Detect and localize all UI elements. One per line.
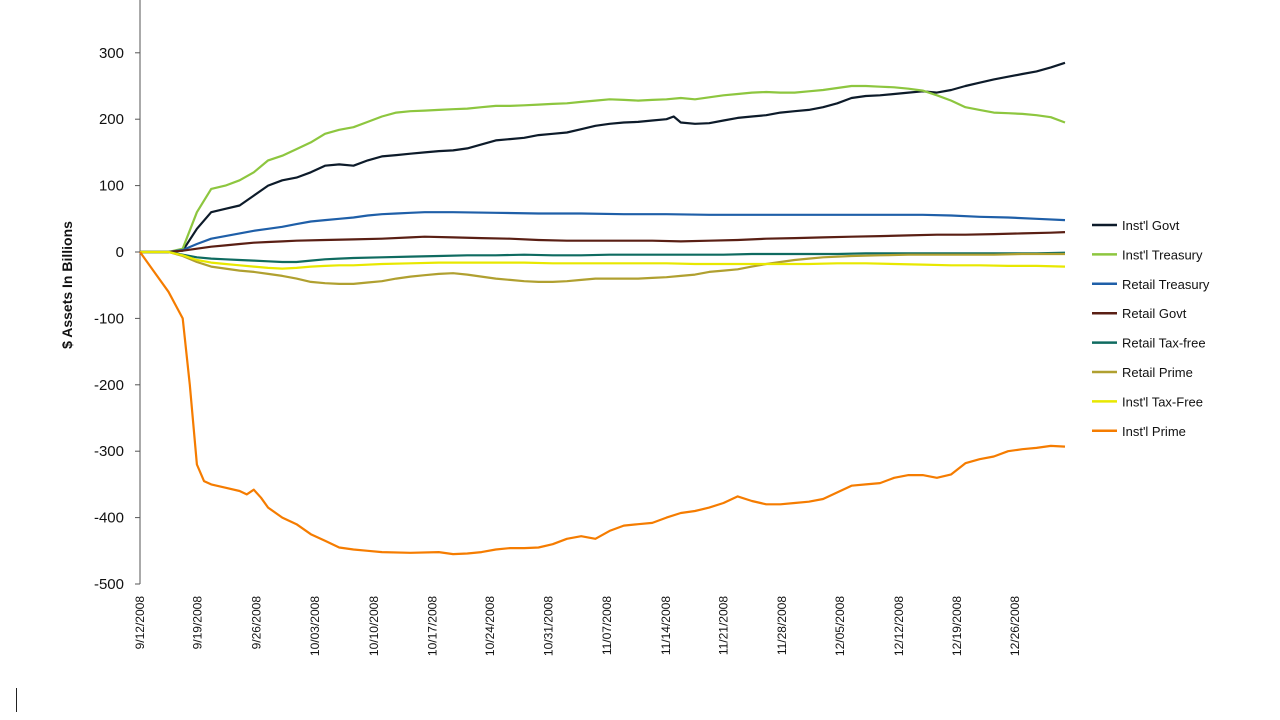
x-tick-label: 11/21/2008	[716, 596, 730, 655]
y-tick-label: -500	[94, 576, 124, 593]
x-tick-label: 9/12/2008	[133, 596, 147, 650]
legend-label: Inst'l Govt	[1122, 218, 1180, 233]
legend-label: Inst'l Tax-Free	[1122, 394, 1203, 409]
series-line-retail-govt	[140, 231, 1066, 254]
series-line-retail-treasury	[140, 211, 1066, 254]
x-tick-label: 10/17/2008	[425, 596, 439, 656]
x-tick-label: 10/03/2008	[308, 596, 322, 656]
series-line-inst-l-tax-free	[140, 250, 1066, 270]
legend-label: Inst'l Treasury	[1122, 247, 1203, 262]
x-tick-label: 12/12/2008	[892, 596, 906, 656]
series-line-retail-tax-free	[140, 250, 1066, 264]
y-tick-label: -400	[94, 510, 124, 527]
series-line-inst-l-govt	[140, 61, 1066, 254]
x-tick-label: 11/07/2008	[600, 596, 614, 655]
y-tick-label: -200	[94, 377, 124, 394]
legend-label: Retail Treasury	[1122, 277, 1210, 292]
x-tick-label: 10/31/2008	[541, 596, 555, 656]
y-tick-label: 200	[99, 111, 124, 128]
x-tick-label: 10/10/2008	[367, 596, 381, 656]
series-lines	[139, 61, 1066, 556]
x-tick-label: 11/28/2008	[775, 596, 789, 655]
y-axis: 300 200 100 0 -100 -200 -300 -400 -500	[94, 0, 141, 593]
y-tick-label: -300	[94, 443, 124, 460]
text-cursor	[16, 688, 17, 712]
y-axis-label: $ Assets In Billions	[59, 221, 75, 349]
y-tick-label: 0	[116, 244, 124, 261]
x-tick-label: 12/19/2008	[950, 596, 964, 656]
x-tick-label: 9/19/2008	[191, 596, 205, 650]
y-tick-label: 300	[99, 45, 124, 62]
series-line-retail-prime	[140, 250, 1065, 285]
legend: Inst'l Govt Inst'l Treasury Retail Treasur…	[1092, 218, 1210, 439]
legend-label: Retail Prime	[1122, 365, 1193, 380]
legend-label: Inst'l Prime	[1122, 424, 1186, 439]
x-tick-label: 12/26/2008	[1008, 596, 1022, 656]
x-tick-label: 11/14/2008	[659, 596, 673, 655]
series-line-inst-l-prime	[139, 251, 1066, 556]
legend-label: Retail Govt	[1122, 306, 1187, 321]
y-tick-label: 100	[99, 178, 124, 195]
x-tick-label: 10/24/2008	[483, 596, 497, 656]
legend-label: Retail Tax-free	[1122, 336, 1206, 351]
series-line-inst-l-treasury	[140, 84, 1066, 254]
x-axis: 9/12/2008 9/19/2008 9/26/2008 10/03/2008 10/…	[133, 596, 1022, 656]
x-tick-label: 12/05/2008	[833, 596, 847, 656]
x-tick-label: 9/26/2008	[250, 596, 264, 650]
y-tick-label: -100	[94, 310, 124, 327]
